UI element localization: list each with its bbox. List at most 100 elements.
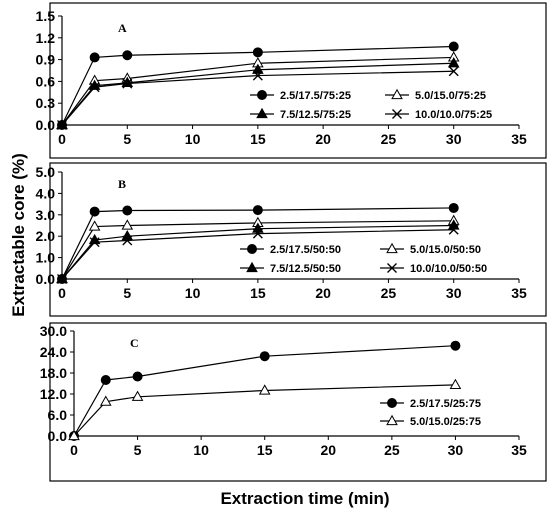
series-5.0/15.0/25:75 — [68, 378, 462, 441]
x-tick-label: 15 — [250, 285, 266, 301]
series-2.5/17.5/50:50 — [57, 202, 459, 284]
y-axis-title: Extractable core (%) — [9, 153, 28, 316]
x-tick-label: 35 — [511, 285, 527, 301]
chart-panels: 0.0 0.3 0.6 0.9 1.2 1.5 0 5 10 15 20 25 30 35 A 2.5/17.… — [36, 2, 547, 482]
y-tick-label: 0.9 — [36, 52, 56, 68]
y-tick-label: 30.0 — [40, 323, 67, 339]
legend-label: 2.5/17.5/75:25 — [280, 90, 351, 102]
data-point — [89, 52, 100, 63]
x-tick-label: 25 — [384, 442, 400, 458]
panel-A: 0.0 0.3 0.6 0.9 1.2 1.5 0 5 10 15 20 25 30 35 A 2.5/17.… — [36, 2, 547, 159]
y-tick-label: 24.0 — [40, 344, 67, 360]
y-tick-label: 1.5 — [36, 8, 56, 24]
x-tick-label: 10 — [185, 131, 201, 147]
x-tick-label: 0 — [58, 285, 66, 301]
legend-marker — [246, 261, 258, 273]
panel-frame — [49, 162, 547, 317]
y-tick-label: 0.0 — [36, 117, 56, 133]
y-tick-label: 5.0 — [36, 164, 56, 180]
data-point — [252, 63, 264, 74]
legend-marker — [392, 109, 402, 119]
legend-label: 7.5/12.5/75:25 — [280, 109, 351, 121]
data-point — [100, 375, 111, 385]
x-tick-label: 30 — [446, 285, 462, 301]
panel-label: C — [130, 336, 139, 350]
data-point — [252, 222, 264, 233]
data-point — [89, 237, 100, 248]
legend: 2.5/17.5/75:25 5.0/15.0/75:25 7.5/12.5/75:… — [250, 88, 492, 121]
y-tick-label: 0.0 — [48, 428, 68, 444]
x-tick-label: 20 — [315, 131, 331, 147]
data-point — [131, 390, 144, 401]
x-axis-title: Extraction time (min) — [220, 489, 389, 508]
x-tick-label: 25 — [381, 131, 397, 147]
data-point — [447, 57, 460, 68]
legend-label: 7.5/12.5/50:50 — [270, 263, 341, 275]
x-tick-label: 10 — [185, 285, 201, 301]
y-tick-label: 0.6 — [36, 73, 56, 89]
y-tick-label: 0.0 — [36, 271, 56, 287]
panel-B: 0.0 1.0 2.0 3.0 4.0 5.0 0 5 10 15 20 25 30 35 B 2.5/17.… — [36, 162, 547, 317]
y-tick-label: 4.0 — [36, 185, 56, 201]
data-point — [258, 384, 271, 395]
y-tick-label: 2.0 — [36, 228, 56, 244]
x-tick-label: 15 — [250, 131, 266, 147]
legend-marker — [391, 88, 403, 100]
data-point — [89, 206, 100, 217]
y-tick-label: 18.0 — [40, 365, 67, 381]
data-point — [448, 202, 459, 213]
legend-label: 10.0/10.0/75:25 — [415, 109, 492, 121]
x-tick-label: 10 — [193, 442, 209, 458]
x-tick-label: 35 — [511, 442, 527, 458]
data-point — [122, 50, 133, 61]
data-point — [259, 351, 270, 362]
data-point — [132, 371, 143, 382]
legend-marker — [387, 263, 397, 273]
data-point — [99, 395, 112, 406]
x-tick-label: 0 — [58, 131, 66, 147]
x-tick-label: 30 — [448, 442, 464, 458]
data-point — [448, 224, 459, 235]
legend-label: 2.5/17.5/25:75 — [410, 398, 481, 410]
legend-marker — [257, 90, 267, 100]
panel-C: 0.0 6.0 12.0 18.0 24.0 30.0 0 5 10 15 20 25 30 35 C 2.5… — [40, 322, 547, 482]
legend-marker — [386, 242, 398, 254]
y-tick-label: 1.2 — [36, 30, 56, 46]
data-point — [57, 120, 67, 130]
y-tick-label: 12.0 — [40, 386, 67, 402]
data-point — [252, 205, 263, 216]
x-tick-label: 35 — [511, 131, 527, 147]
legend-marker — [386, 414, 398, 426]
series-2.5/17.5/75:25 — [57, 41, 459, 130]
data-point — [122, 78, 133, 89]
data-point — [252, 70, 263, 81]
legend: 2.5/17.5/25:75 5.0/15.0/25:75 — [380, 398, 481, 428]
legend-label: 5.0/15.0/25:75 — [410, 416, 481, 428]
data-point — [57, 274, 67, 284]
panel-frame — [49, 322, 547, 482]
data-point — [449, 378, 462, 389]
y-tick-label: 6.0 — [48, 407, 68, 423]
x-tick-label: 15 — [257, 442, 273, 458]
y-tick-label: 0.3 — [36, 95, 56, 111]
legend-label: 5.0/15.0/75:25 — [415, 90, 486, 102]
panel-label: B — [118, 177, 126, 191]
series-7.5/12.5/50:50 — [56, 219, 460, 284]
legend-label: 5.0/15.0/50:50 — [410, 244, 481, 256]
data-point — [68, 429, 80, 441]
x-tick-label: 5 — [123, 131, 131, 147]
y-tick-label: 3.0 — [36, 207, 56, 223]
legend-marker — [256, 107, 268, 119]
x-tick-label: 5 — [123, 285, 131, 301]
data-point — [252, 47, 263, 58]
data-point — [88, 220, 101, 231]
panel-frame — [49, 2, 547, 159]
data-point — [89, 82, 100, 93]
x-tick-label: 20 — [320, 442, 336, 458]
legend-marker — [387, 398, 397, 408]
legend: 2.5/17.5/50:50 5.0/15.0/50:50 7.5/12.5/50:… — [240, 242, 487, 275]
data-point — [122, 235, 133, 246]
legend-label: 10.0/10.0/50:50 — [410, 263, 487, 275]
x-tick-label: 25 — [381, 285, 397, 301]
